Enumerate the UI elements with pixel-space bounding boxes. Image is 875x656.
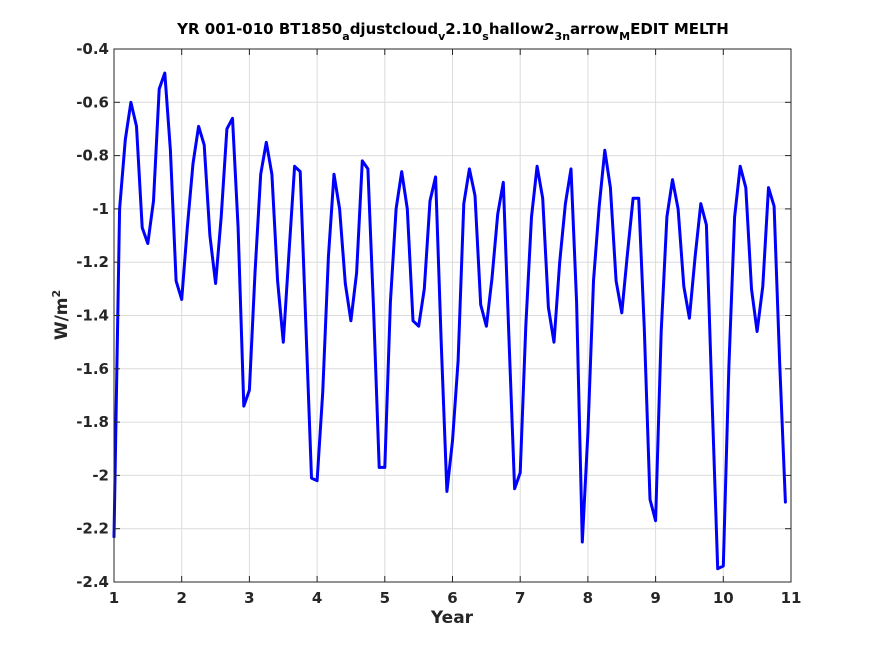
title-segment: arrow	[570, 20, 619, 38]
x-tick-label: 2	[176, 589, 186, 607]
y-tick-label: -1.2	[76, 253, 109, 271]
x-tick-label: 3	[244, 589, 254, 607]
x-tick-label: 9	[650, 589, 660, 607]
title-segment: djustcloud	[350, 20, 438, 38]
chart-title: YR 001-010 BT1850adjustcloudv2.10shallow…	[176, 20, 729, 43]
y-tick-label: -0.8	[76, 147, 109, 165]
title-subscript: a	[342, 30, 349, 43]
y-tick-labels: -0.4 -0.6 -0.8 -1 -1.2 -1.4 -1.6 -1.8 -2 -2.2 -2.4	[76, 40, 109, 591]
x-axis-label: Year	[430, 608, 474, 628]
title-subscript: v	[438, 30, 446, 43]
series-line	[112, 71, 787, 571]
ticks	[113, 48, 792, 583]
title-subscript: s	[482, 30, 489, 43]
y-axis-label-base: W/m	[52, 297, 72, 340]
x-tick-label: 10	[713, 589, 734, 607]
x-tick-label: 7	[515, 589, 525, 607]
y-tick-label: -0.6	[76, 93, 109, 111]
x-tick-label: 4	[312, 589, 322, 607]
title-segment: 2.10	[445, 20, 482, 38]
y-tick-label: -2	[92, 466, 109, 484]
y-tick-label: -2.2	[76, 520, 109, 538]
y-tick-label: -1.8	[76, 413, 109, 431]
x-tick-label: 6	[447, 589, 457, 607]
title-segment: hallow2	[489, 20, 555, 38]
title-segment: EDIT MELTH	[630, 20, 729, 38]
title-subscript: 3n	[555, 30, 571, 43]
y-tick-label: -1	[92, 200, 109, 218]
y-tick-label: -1.4	[76, 307, 109, 325]
series-layer	[112, 71, 787, 571]
title-segment: YR 001-010 BT1850	[176, 20, 342, 38]
y-tick-label: -0.4	[76, 40, 109, 58]
x-tick-label: 8	[583, 589, 593, 607]
y-tick-label: -2.4	[76, 573, 109, 591]
y-axis-label-superscript: 2	[50, 290, 63, 298]
x-tick-label: 1	[109, 589, 119, 607]
y-tick-label: -1.6	[76, 360, 109, 378]
x-tick-labels: 1 2 3 4 5 6 7 8 9 10 11	[109, 589, 802, 607]
x-tick-label: 5	[380, 589, 390, 607]
y-axis-label: W/m2	[50, 290, 72, 340]
title-subscript: M	[619, 30, 630, 43]
x-tick-label: 11	[781, 589, 802, 607]
